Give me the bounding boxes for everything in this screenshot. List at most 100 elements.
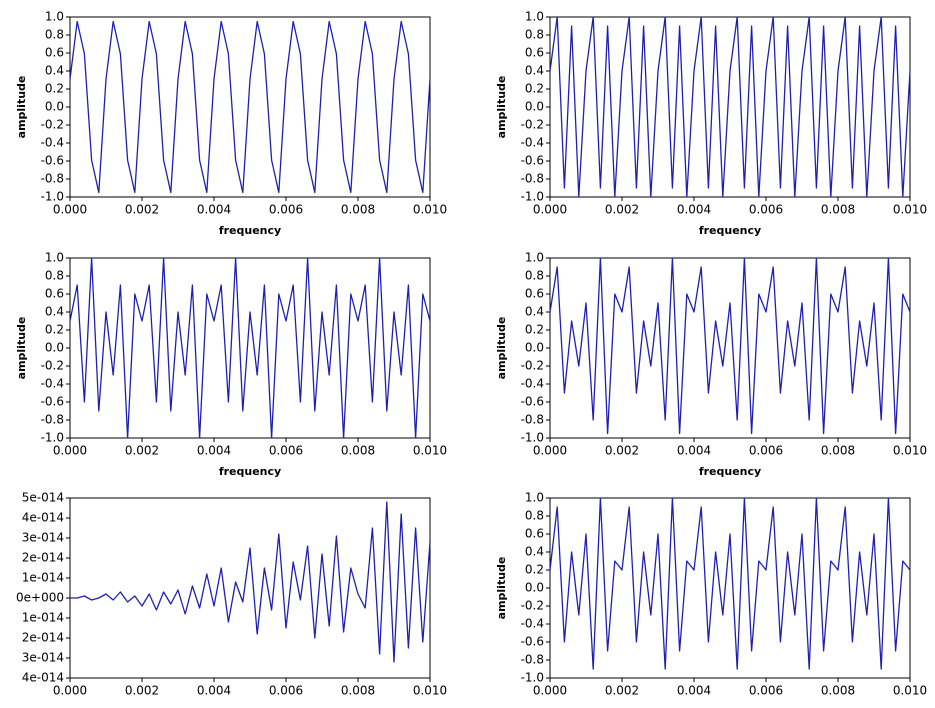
y-tick-label: -1.0 xyxy=(521,190,544,204)
x-tick-label: 0.002 xyxy=(125,203,159,217)
y-tick-label: -0.4 xyxy=(41,377,64,391)
subplot: 1.00.80.60.40.20.0-0.2-0.4-0.6-0.8-1.00.… xyxy=(495,491,927,698)
y-tick-label: -0.6 xyxy=(41,395,64,409)
y-tick-label: -0.4 xyxy=(521,617,544,631)
x-tick-label: 0.008 xyxy=(821,444,855,458)
x-tick-label: 0.006 xyxy=(269,444,303,458)
signal-line xyxy=(69,20,431,194)
y-tick-label: 0.2 xyxy=(45,323,64,337)
y-tick-label: 0.2 xyxy=(45,82,64,96)
y-tick-label: -0.2 xyxy=(41,359,64,373)
x-tick-label: 0.010 xyxy=(893,203,927,217)
y-tick-label: -0.4 xyxy=(521,377,544,391)
y-axis-label: amplitude xyxy=(495,317,508,380)
x-tick-label: 0.010 xyxy=(413,444,447,458)
x-tick-label: 0.008 xyxy=(821,684,855,698)
y-tick-label: 0.0 xyxy=(525,100,544,114)
y-axis-label: amplitude xyxy=(15,76,28,139)
signal-line xyxy=(70,501,431,663)
x-tick-label: 0.008 xyxy=(821,203,855,217)
x-tick-label: 0.002 xyxy=(605,444,639,458)
x-tick-label: 0.006 xyxy=(749,684,783,698)
y-tick-label: 0.0 xyxy=(45,341,64,355)
y-tick-label: 3e-014 xyxy=(22,531,64,545)
y-tick-label: 0.0 xyxy=(45,100,64,114)
x-axis-label: frequency xyxy=(699,224,761,237)
x-tick-label: 0.002 xyxy=(605,684,639,698)
y-tick-label: 4e-014 xyxy=(22,511,64,525)
y-tick-label: 0.2 xyxy=(525,323,544,337)
subplot: 1.00.80.60.40.20.0-0.2-0.4-0.6-0.8-1.00.… xyxy=(495,10,927,238)
y-tick-label: 0.6 xyxy=(45,46,64,60)
x-tick-label: 0.010 xyxy=(413,203,447,217)
y-tick-label: -1.0 xyxy=(41,431,64,445)
x-tick-label: 0.008 xyxy=(341,684,375,698)
subplot: 1.00.80.60.40.20.0-0.2-0.4-0.6-0.8-1.00.… xyxy=(15,251,447,479)
y-tick-label: 0.4 xyxy=(525,545,544,559)
y-tick-label: -0.2 xyxy=(521,599,544,613)
x-tick-label: 0.006 xyxy=(749,444,783,458)
y-tick-label: 4e-014 xyxy=(22,671,64,685)
y-tick-label: 0.6 xyxy=(525,287,544,301)
y-tick-label: 3e-014 xyxy=(22,651,64,665)
y-axis-label: amplitude xyxy=(15,317,28,380)
y-tick-label: -0.6 xyxy=(41,154,64,168)
y-tick-label: 0.4 xyxy=(525,305,544,319)
y-tick-label: -1.0 xyxy=(521,431,544,445)
x-tick-label: 0.002 xyxy=(125,444,159,458)
x-tick-label: 0.010 xyxy=(413,684,447,698)
y-tick-label: 0.2 xyxy=(525,82,544,96)
y-tick-label: -0.8 xyxy=(521,653,544,667)
y-tick-label: 5e-014 xyxy=(22,491,64,505)
subplot: 1.00.80.60.40.20.0-0.2-0.4-0.6-0.8-1.00.… xyxy=(495,251,927,479)
x-tick-label: 0.010 xyxy=(893,444,927,458)
y-tick-label: 1.0 xyxy=(525,491,544,505)
x-tick-label: 0.004 xyxy=(197,444,231,458)
y-tick-label: -1.0 xyxy=(521,671,544,685)
subplot: 1.00.80.60.40.20.0-0.2-0.4-0.6-0.8-1.00.… xyxy=(15,10,447,238)
x-tick-label: 0.000 xyxy=(53,203,87,217)
y-tick-label: 0.8 xyxy=(45,269,64,283)
x-tick-label: 0.004 xyxy=(197,684,231,698)
y-axis-label: amplitude xyxy=(495,76,508,139)
y-tick-label: 0.8 xyxy=(45,28,64,42)
y-tick-label: -0.8 xyxy=(41,413,64,427)
y-tick-label: 1.0 xyxy=(45,10,64,24)
y-tick-label: 0.8 xyxy=(525,509,544,523)
y-tick-label: 0.8 xyxy=(525,269,544,283)
x-tick-label: 0.002 xyxy=(605,203,639,217)
x-tick-label: 0.004 xyxy=(677,203,711,217)
y-tick-label: 0.4 xyxy=(45,64,64,78)
y-tick-label: -0.6 xyxy=(521,635,544,649)
x-axis-label: frequency xyxy=(219,465,281,478)
x-tick-label: 0.004 xyxy=(197,203,231,217)
y-tick-label: -0.2 xyxy=(41,118,64,132)
y-tick-label: 0.6 xyxy=(525,46,544,60)
signal-line xyxy=(549,16,911,198)
x-tick-label: 0.004 xyxy=(677,684,711,698)
y-tick-label: 2e-014 xyxy=(22,551,64,565)
y-tick-label: 1e-014 xyxy=(22,611,64,625)
y-axis-label: amplitude xyxy=(495,557,508,620)
y-tick-label: 0.6 xyxy=(45,287,64,301)
x-tick-label: 0.000 xyxy=(53,444,87,458)
y-tick-label: -0.2 xyxy=(521,359,544,373)
y-tick-label: 1e-014 xyxy=(22,571,64,585)
y-tick-label: 2e-014 xyxy=(22,631,64,645)
y-tick-label: -0.8 xyxy=(521,172,544,186)
y-tick-label: 1.0 xyxy=(45,251,64,265)
x-tick-label: 0.006 xyxy=(269,203,303,217)
y-tick-label: 0.6 xyxy=(525,527,544,541)
x-tick-label: 0.004 xyxy=(677,444,711,458)
x-axis-label: frequency xyxy=(219,224,281,237)
y-tick-label: -0.4 xyxy=(41,136,64,150)
signal-line xyxy=(549,497,911,670)
x-tick-label: 0.006 xyxy=(269,684,303,698)
y-tick-label: 0e+000 xyxy=(16,591,64,605)
y-tick-label: 1.0 xyxy=(525,251,544,265)
y-tick-label: 0.4 xyxy=(525,64,544,78)
x-tick-label: 0.008 xyxy=(341,203,375,217)
x-tick-label: 0.002 xyxy=(125,684,159,698)
signal-line xyxy=(549,257,911,435)
